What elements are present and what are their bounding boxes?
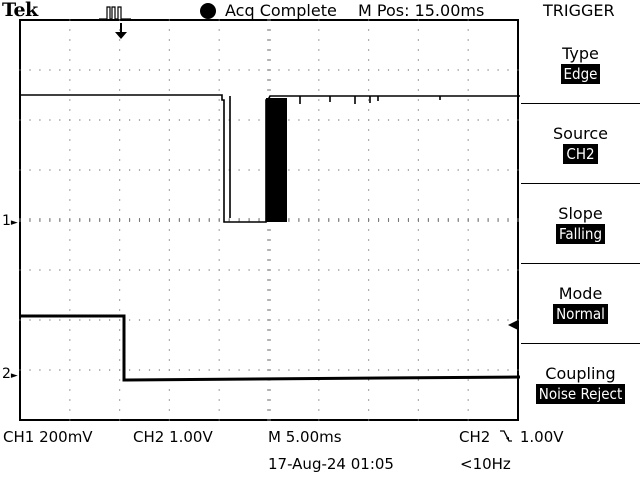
menu-coupling[interactable]: Coupling Noise Reject	[521, 364, 640, 404]
menu-divider	[521, 103, 640, 104]
menu-coupling-label: Coupling	[545, 364, 616, 383]
frequency-readout: <10Hz	[460, 455, 511, 473]
menu-divider	[521, 263, 640, 264]
horizontal-position: M Pos: 15.00ms	[358, 1, 485, 20]
menu-source[interactable]: Source CH2	[521, 124, 640, 164]
acquisition-status-icon	[200, 3, 216, 19]
acquisition-status: Acq Complete	[225, 1, 337, 20]
menu-coupling-value: Noise Reject	[535, 384, 626, 404]
trigger-level-readout: 1.00V	[519, 428, 564, 446]
menu-slope-label: Slope	[558, 204, 603, 223]
menu-type-value: Edge	[560, 64, 601, 84]
arrow-right-icon: ►	[10, 371, 18, 381]
trigger-position-marker-icon[interactable]	[113, 22, 129, 42]
ch1-marker-label: 1	[2, 213, 11, 229]
ch2-ground-marker[interactable]: 2►	[2, 366, 18, 382]
menu-mode-value: Normal	[553, 304, 608, 324]
menu-slope[interactable]: Slope Falling	[521, 204, 640, 244]
menu-slope-value: Falling	[555, 224, 606, 244]
ch1-scale-readout: CH1 200mV	[3, 428, 93, 446]
trigger-readout: CH2 1.00V	[459, 428, 564, 446]
menu-mode-label: Mode	[558, 284, 603, 303]
trigger-level-marker-icon	[508, 320, 518, 330]
ch1-burst	[266, 98, 287, 222]
ch2-marker-label: 2	[2, 366, 11, 382]
ch1-ground-marker[interactable]: 1►	[2, 213, 18, 229]
menu-title: TRIGGER	[543, 1, 615, 20]
menu-divider	[521, 343, 640, 344]
arrow-right-icon: ►	[10, 218, 18, 228]
trigger-source-readout: CH2	[459, 428, 491, 446]
menu-mode[interactable]: Mode Normal	[521, 284, 640, 324]
menu-type-label: Type	[562, 44, 599, 63]
falling-edge-icon	[500, 430, 513, 442]
menu-type[interactable]: Type Edge	[521, 44, 640, 84]
ch2-scale-readout: CH2 1.00V	[133, 428, 213, 446]
timebase-readout: M 5.00ms	[268, 428, 342, 446]
menu-source-value: CH2	[563, 144, 598, 164]
ch2-waveform	[21, 314, 521, 382]
datetime-readout: 17-Aug-24 01:05	[268, 455, 394, 473]
trigger-pulse-icon	[99, 6, 131, 20]
menu-source-label: Source	[553, 124, 608, 143]
menu-divider	[521, 183, 640, 184]
brand-logo: Tek	[2, 0, 38, 21]
